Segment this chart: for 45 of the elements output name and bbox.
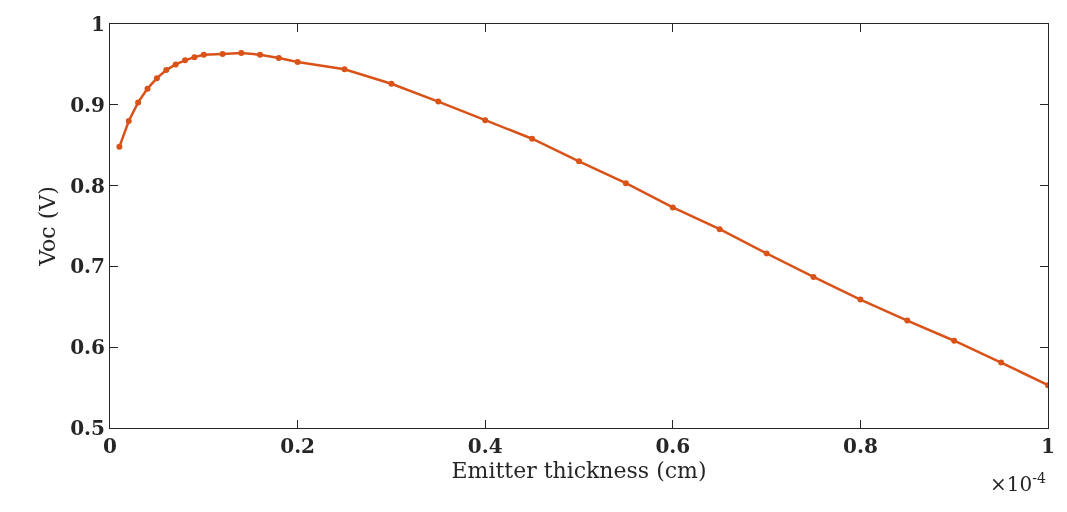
y-axis-title: Voc (V) <box>35 186 60 267</box>
point <box>172 61 179 68</box>
y-tick-label: 0.5 <box>70 416 105 440</box>
x-tick-label: 0.2 <box>280 434 315 458</box>
point <box>163 67 170 74</box>
point <box>388 80 395 87</box>
point <box>904 317 911 324</box>
point <box>622 180 629 187</box>
y-tick-label: 0.6 <box>70 335 105 360</box>
point <box>257 51 264 58</box>
point <box>144 85 151 92</box>
point <box>669 204 676 211</box>
point <box>275 54 282 61</box>
point <box>998 359 1005 366</box>
point <box>435 98 442 105</box>
x-tick-label: 0.4 <box>467 434 503 458</box>
point <box>219 50 226 57</box>
point <box>125 117 132 124</box>
y-tick-label: 1 <box>91 12 105 36</box>
x-tick-label: 0 <box>103 434 117 458</box>
text: ×10$^{-4}$ <box>990 470 1046 497</box>
point <box>238 50 245 57</box>
point <box>182 57 189 64</box>
point <box>294 58 301 65</box>
x-axis-title: Emitter thickness (cm) <box>451 458 707 483</box>
y-tick-label: 0.7 <box>70 254 105 279</box>
point <box>116 143 123 150</box>
point <box>716 226 723 233</box>
point <box>857 296 864 303</box>
y-tick-label: 0.8 <box>70 173 105 198</box>
x-tick-label: 0.6 <box>655 434 691 458</box>
point <box>763 250 770 257</box>
point <box>341 66 348 73</box>
x-tick-label: 1 <box>1041 434 1055 458</box>
point <box>135 99 142 106</box>
point <box>200 51 207 58</box>
point <box>529 135 536 142</box>
point <box>153 75 160 82</box>
point <box>191 54 198 61</box>
point <box>576 158 582 165</box>
point <box>810 273 817 280</box>
y-tick-label: 0.9 <box>70 92 105 117</box>
point <box>951 337 958 344</box>
x-tick-label: 0.8 <box>843 434 878 458</box>
point <box>482 117 489 124</box>
